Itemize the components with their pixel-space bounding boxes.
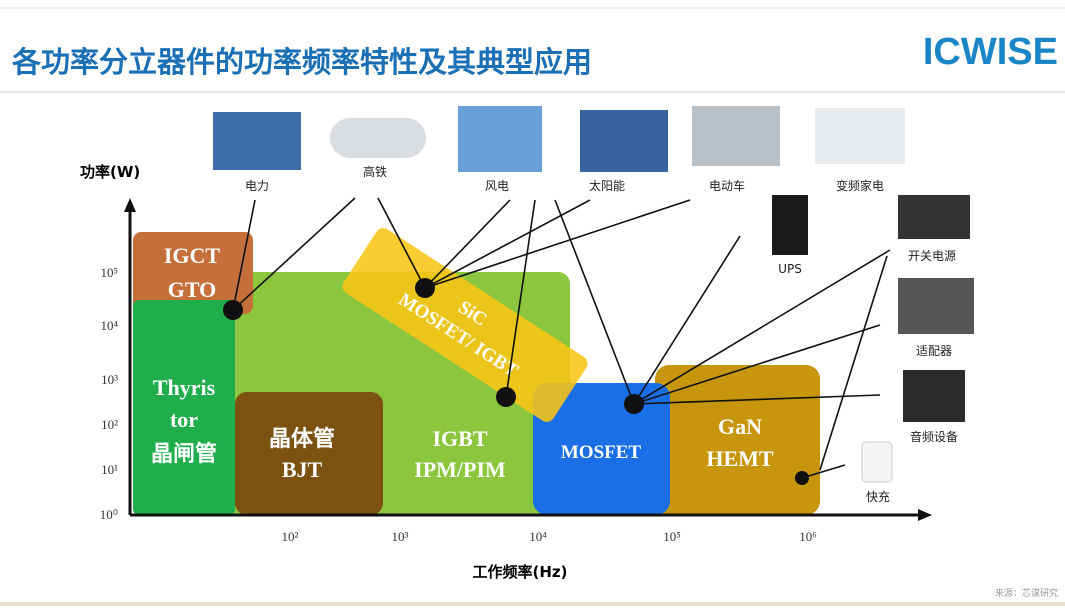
region-label: MOSFET bbox=[561, 442, 642, 463]
icon-solar bbox=[580, 110, 668, 172]
connector-line bbox=[232, 199, 256, 311]
connector-line bbox=[424, 199, 691, 289]
connector-line bbox=[801, 464, 846, 479]
connector-dot bbox=[624, 394, 644, 414]
app-label: 变频家电 bbox=[836, 178, 884, 193]
app-label: 适配器 bbox=[916, 344, 952, 358]
connector-dot bbox=[223, 300, 243, 320]
connector-line bbox=[424, 199, 511, 289]
connector-line bbox=[505, 199, 536, 398]
region-label: Thyris bbox=[153, 375, 216, 400]
app-label: 风电 bbox=[485, 179, 509, 193]
icons bbox=[213, 106, 974, 483]
sic-region: SiC MOSFET/ IGBT bbox=[342, 228, 588, 422]
connector-dot bbox=[496, 387, 516, 407]
igct-region bbox=[133, 232, 253, 314]
region-label: GaN bbox=[718, 414, 762, 439]
app-label: 电力 bbox=[245, 179, 269, 193]
logo: ICWISE bbox=[923, 31, 1058, 73]
region-label: tor bbox=[170, 407, 198, 432]
y-tick-label: 10⁵ bbox=[100, 265, 118, 280]
region-label: GTO bbox=[168, 277, 217, 302]
x-tick-label: 10³ bbox=[392, 529, 409, 544]
app-label: 快充 bbox=[866, 489, 890, 504]
connector-line bbox=[633, 324, 881, 405]
x-tick-label: 10⁶ bbox=[799, 529, 817, 544]
x-tick-label: 10² bbox=[282, 529, 299, 544]
source: 来源：芯谋研究 bbox=[995, 587, 1058, 599]
y-arrow bbox=[124, 198, 136, 212]
x-tick-label: 10⁵ bbox=[663, 529, 681, 544]
icon-charger bbox=[861, 441, 893, 483]
icon-psu bbox=[898, 195, 970, 239]
title: 各功率分立器件的功率频率特性及其典型应用 bbox=[11, 45, 592, 79]
connector-line bbox=[819, 255, 888, 471]
icon-train bbox=[330, 118, 426, 158]
icon-appliance bbox=[815, 108, 905, 164]
connector-dot bbox=[795, 471, 809, 485]
connector-line bbox=[633, 249, 891, 405]
x-tick-label: 10⁴ bbox=[529, 529, 547, 544]
connectors bbox=[223, 197, 891, 485]
connector-line bbox=[554, 199, 635, 405]
y-tick-label: 10⁴ bbox=[100, 318, 118, 333]
x-arrow bbox=[918, 509, 932, 521]
connector-line bbox=[424, 199, 591, 289]
y-tick-label: 10¹ bbox=[101, 462, 118, 477]
app-label: 太阳能 bbox=[589, 178, 625, 193]
region-label: IGCT bbox=[164, 243, 221, 268]
y-tick-label: 10² bbox=[101, 417, 118, 432]
region-label: 晶闸管 bbox=[151, 441, 217, 466]
gan-region bbox=[655, 365, 820, 515]
app-label: 音频设备 bbox=[910, 429, 958, 444]
connector-line bbox=[232, 197, 356, 311]
icon-wind bbox=[458, 106, 542, 172]
connector-dot bbox=[415, 278, 435, 298]
app-label: UPS bbox=[778, 262, 802, 276]
y-label: 功率(W) bbox=[80, 163, 140, 181]
bjt-region bbox=[235, 392, 383, 515]
y-tick-label: 10⁰ bbox=[100, 507, 118, 522]
thyristor-region bbox=[133, 300, 235, 515]
sic-band bbox=[342, 228, 588, 422]
connector-line bbox=[633, 394, 881, 405]
region-label: 晶体管 bbox=[269, 426, 335, 451]
app-label: 高铁 bbox=[363, 164, 387, 179]
icon-adapter bbox=[898, 278, 974, 334]
icon-ev bbox=[692, 106, 780, 166]
connector-line bbox=[377, 197, 426, 289]
icon-ups bbox=[772, 195, 808, 255]
icon-audio bbox=[903, 370, 965, 422]
region-label: HEMT bbox=[706, 446, 774, 471]
icon-power bbox=[213, 112, 301, 170]
region-label: IPM/PIM bbox=[414, 457, 506, 482]
region-label: BJT bbox=[282, 457, 323, 482]
app-label: 开关电源 bbox=[908, 249, 956, 263]
mosfet-region bbox=[533, 383, 670, 515]
x-label: 工作频率(Hz) bbox=[473, 563, 568, 581]
connector-line bbox=[633, 235, 741, 405]
y-tick-label: 10³ bbox=[101, 372, 118, 387]
app-label: 电动车 bbox=[709, 178, 745, 193]
region-label: IGBT bbox=[432, 426, 487, 451]
